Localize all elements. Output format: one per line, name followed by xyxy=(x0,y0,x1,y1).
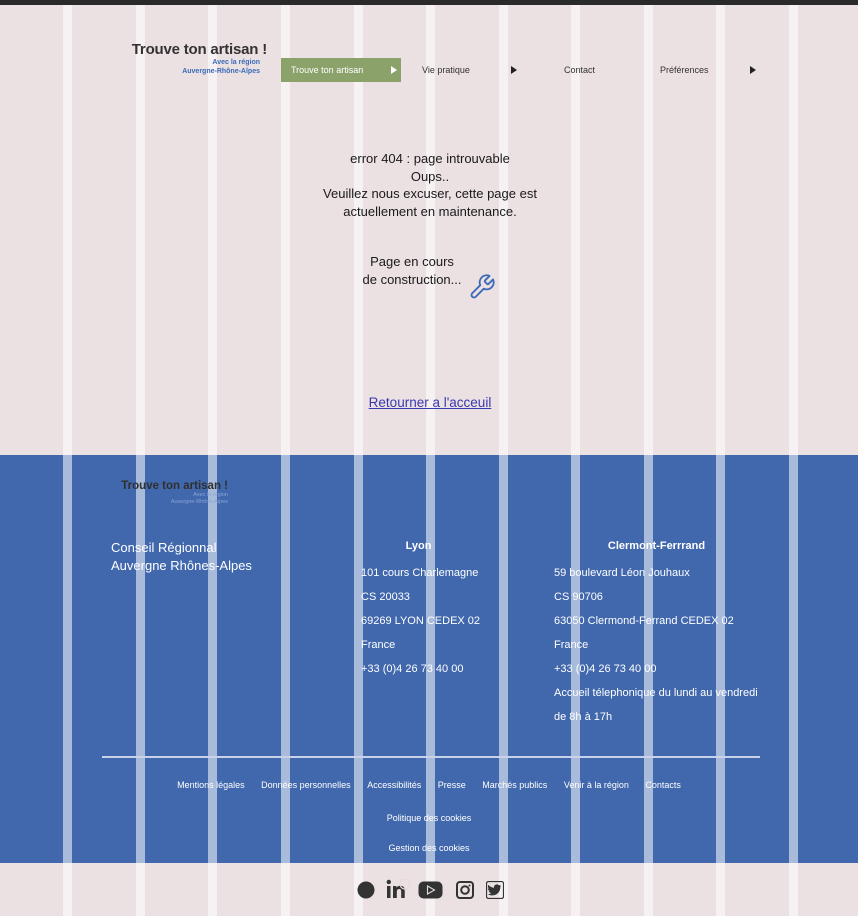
play-arrow-icon xyxy=(511,66,517,74)
council-name: Conseil Régionnal Auvergne Rhônes-Alpes xyxy=(111,539,252,574)
main-nav: Trouve ton artisan Vie pratique Contact … xyxy=(281,58,761,82)
nav-item-vie-pratique[interactable]: Vie pratique xyxy=(401,58,521,82)
city-name-lyon: Lyon xyxy=(405,540,432,552)
council-line-2: Auvergne Rhônes-Alpes xyxy=(111,557,252,573)
phone-number: +33 (0)4 26 73 40 00 xyxy=(554,663,657,675)
link-marches-publics[interactable]: Marchés publics xyxy=(482,780,548,790)
link-presse[interactable]: Presse xyxy=(437,780,466,790)
phone-number: +33 (0)4 26 73 40 00 xyxy=(361,663,464,675)
wrench-icon xyxy=(470,274,495,299)
address-line: France xyxy=(361,639,396,651)
address-line: CS 20033 xyxy=(361,591,410,603)
council-line-1: Conseil Régionnal xyxy=(111,540,217,555)
error-oops: Oups.. xyxy=(410,168,450,184)
opening-hours: de 8h à 17h xyxy=(554,711,613,723)
address-line: 101 cours Charlemagne xyxy=(361,567,479,579)
footer-logo-subtitle-1: Avec la région xyxy=(193,492,228,498)
link-venir-region[interactable]: Venir à la région xyxy=(563,780,629,790)
linkedin-icon[interactable] xyxy=(386,879,410,899)
link-donnees-personnelles[interactable]: Données personnelles xyxy=(261,780,351,790)
play-arrow-icon xyxy=(391,66,397,74)
instagram-icon[interactable] xyxy=(456,881,474,899)
address-line: CS 90706 xyxy=(554,591,603,603)
site-footer: Trouve ton artisan ! Avec la région Auve… xyxy=(0,455,858,863)
address-line: 59 boulevard Léon Jouhaux xyxy=(554,567,690,579)
error-message: error 404 : page introuvable Oups.. Veui… xyxy=(310,150,550,220)
logo-subtitle-1: Avec la région xyxy=(212,59,260,66)
main-content: error 404 : page introuvable Oups.. Veui… xyxy=(0,115,858,455)
address-lyon: Lyon 101 cours Charlemagne CS 20033 6926… xyxy=(361,539,521,681)
nav-item-label: Préférences xyxy=(660,65,709,75)
link-mentions-legales[interactable]: Mentions légales xyxy=(177,780,245,790)
footer-logo-subtitle-2: Auvergne-Rhône-Alpes xyxy=(170,499,228,505)
logo-subtitle-2: Auvergne-Rhône-Alpes xyxy=(182,68,260,75)
link-accessibilites[interactable]: Accessibilités xyxy=(367,780,422,790)
address-line: 69269 LYON CEDEX 02 xyxy=(361,615,481,627)
nav-item-label: Trouve ton artisan xyxy=(291,65,364,75)
nav-item-preferences[interactable]: Préférences xyxy=(641,58,761,82)
footer-divider xyxy=(102,756,760,758)
footer-logo[interactable]: Trouve ton artisan ! Avec la région Auve… xyxy=(114,480,228,506)
nav-item-trouve-ton-artisan[interactable]: Trouve ton artisan xyxy=(281,58,401,82)
address-line: France xyxy=(554,639,589,651)
youtube-icon[interactable] xyxy=(418,881,443,899)
link-gestion-cookies[interactable]: Gestion des cookies xyxy=(388,843,470,853)
nav-item-contact[interactable]: Contact xyxy=(521,58,641,82)
error-description: Veuillez nous excuser, cette page est ac… xyxy=(323,186,537,219)
site-logo[interactable]: Trouve ton artisan ! Avec la région Auve… xyxy=(117,41,267,76)
link-politique-cookies[interactable]: Politique des cookies xyxy=(386,813,472,823)
address-line: 63050 Clermond-Ferrand CEDEX 02 xyxy=(554,615,734,627)
legal-links: Mentions légales Données personnelles Ac… xyxy=(0,780,858,790)
play-arrow-icon xyxy=(750,66,756,74)
social-links xyxy=(0,863,858,916)
circle-icon[interactable] xyxy=(357,881,375,899)
back-home-link[interactable]: Retourner a l'acceuil xyxy=(368,395,492,410)
link-contacts[interactable]: Contacts xyxy=(645,780,681,790)
twitter-icon[interactable] xyxy=(486,881,504,899)
address-clermont: Clermont-Ferrrand 59 boulevard Léon Jouh… xyxy=(554,539,764,729)
footer-logo-title: Trouve ton artisan ! xyxy=(121,480,228,492)
opening-hours: Accueil télephonique du lundi au vendred… xyxy=(554,687,758,699)
site-header: Trouve ton artisan ! Avec la région Auve… xyxy=(0,5,858,115)
nav-item-label: Vie pratique xyxy=(422,65,470,75)
nav-item-label: Contact xyxy=(564,65,596,75)
logo-title: Trouve ton artisan ! xyxy=(131,41,267,58)
city-name-clermont: Clermont-Ferrrand xyxy=(607,540,706,552)
top-strip xyxy=(0,0,858,5)
error-title: error 404 : page introuvable xyxy=(350,151,510,166)
construction-text: Page en cours de construction... xyxy=(362,254,462,287)
